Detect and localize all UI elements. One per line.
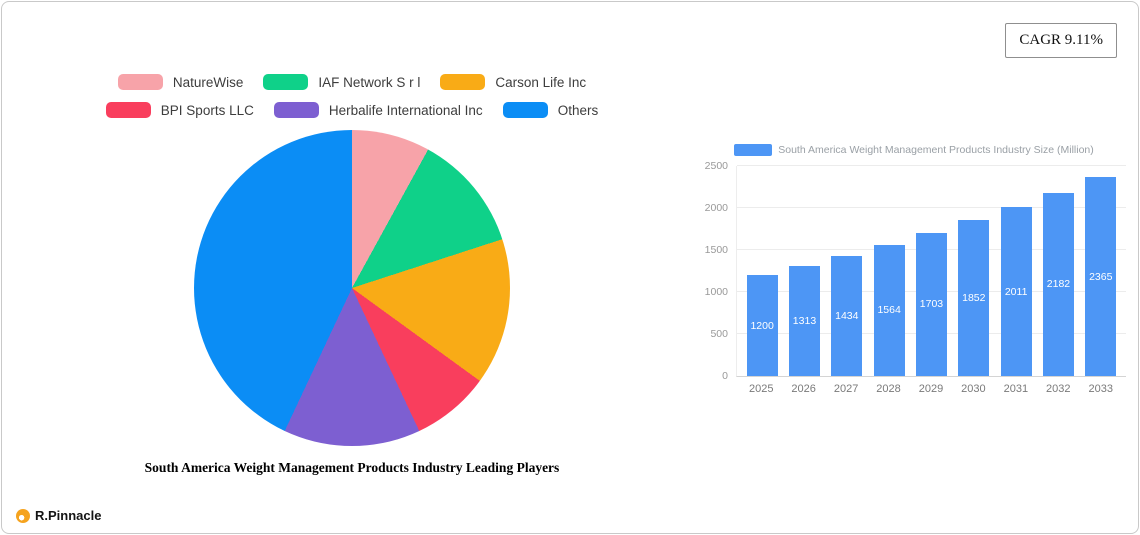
pie-legend-swatch [440,74,486,90]
gridline [737,207,1126,208]
pie-legend-label: BPI Sports LLC [160,102,254,118]
pie-legend-label: Herbalife International Inc [328,102,483,118]
brand: R.Pinnacle [16,508,101,523]
pie-legend-row-1: NatureWise IAF Network S r l Carson Life I… [117,74,586,90]
pie-chart-title: South America Weight Management Products… [144,460,560,475]
bar-2030[interactable]: 1852 [958,220,990,376]
pie-legend-swatch [263,74,309,90]
brand-label: R.Pinnacle [35,508,102,523]
x-tick-label: 2028 [876,383,901,395]
gridline [737,165,1126,166]
bar-y-axis: 0 500 1000 1500 2000 2500 [702,160,736,382]
pie-legend-item-3[interactable]: BPI Sports LLC [105,102,254,118]
pie-legend-item-2[interactable]: Carson Life Inc [440,74,586,90]
bar-value-label: 1200 [750,319,774,332]
y-tick-label: 0 [722,370,728,382]
x-tick-label: 2030 [961,383,986,395]
bar-legend[interactable]: South America Weight Management Products… [702,144,1126,156]
pie-legend-item-0[interactable]: NatureWise [117,74,244,90]
x-tick-label: 2031 [1003,383,1029,395]
pie-legend-item-5[interactable]: Others [502,102,599,118]
bar-plot-wrap: 0 500 1000 1500 2000 2500 1200 1313 1434 1564 170… [702,160,1126,382]
x-tick-label: 2032 [1046,383,1071,395]
pie-legend-item-1[interactable]: IAF Network S r l [263,74,420,90]
pie-legend-swatch [105,102,151,118]
y-tick-label: 1000 [704,286,728,298]
bar-2033[interactable]: 2365 [1085,177,1117,376]
pie-legend-label: Others [557,102,599,118]
bar-2026[interactable]: 1313 [788,265,820,376]
bar-value-label: 2365 [1089,270,1113,283]
pie-legend: NatureWise IAF Network S r l Carson Life I… [57,74,647,118]
pie-chart-section: NatureWise IAF Network S r l Carson Life I… [57,74,647,476]
bar-legend-swatch [734,144,773,156]
bar-2032[interactable]: 2182 [1042,192,1074,376]
y-tick-label: 1500 [704,244,728,256]
bar-value-label: 1313 [792,314,817,327]
bar-2029[interactable]: 1703 [915,232,947,376]
bar-plot: 1200 1313 1434 1564 1703 1852 2011 2182 2365 [736,165,1126,377]
pie-chart[interactable] [194,130,510,446]
bar-2025[interactable]: 1200 [746,275,778,376]
pie-legend-swatch [273,102,319,118]
y-tick-label: 2500 [704,160,728,172]
bar-2027[interactable]: 1434 [831,255,863,376]
bars-container: 1200 1313 1434 1564 1703 1852 2011 2182 2365 [737,166,1126,376]
pie-legend-label: NatureWise [172,74,244,90]
bar-2028[interactable]: 1564 [873,244,905,376]
x-tick-label: 2026 [791,383,816,395]
bar-x-axis: 2025 2026 2027 2028 2029 2030 2031 2032 2033 [736,383,1126,395]
x-tick-label: 2029 [918,383,944,395]
pie-legend-row-2: BPI Sports LLC Herbalife International In… [105,102,599,118]
x-tick-label: 2027 [833,383,859,395]
y-tick-label: 2000 [704,202,728,214]
pie-legend-swatch [117,74,163,90]
bar-2031[interactable]: 2011 [1000,207,1032,376]
bar-value-label: 1564 [877,304,901,317]
y-tick-label: 500 [710,328,728,340]
pie-legend-label: IAF Network S r l [318,74,421,90]
bar-value-label: 2182 [1046,278,1071,291]
pie-legend-label: Carson Life Inc [495,74,587,90]
bar-value-label: 1434 [835,309,859,322]
bar-value-label: 1852 [962,292,986,305]
bar-legend-label: South America Weight Management Products… [778,144,1094,156]
bar-value-label: 1703 [919,298,944,311]
bar-chart-section: South America Weight Management Products… [702,144,1126,395]
pie-legend-item-4[interactable]: Herbalife International Inc [273,102,483,118]
x-tick-label: 2033 [1088,383,1113,395]
pie-legend-swatch [502,102,548,118]
brand-logo-icon [16,508,30,523]
bar-value-label: 2011 [1004,285,1028,298]
cagr-badge: CAGR 9.11% [1005,23,1117,58]
x-tick-label: 2025 [748,383,774,395]
